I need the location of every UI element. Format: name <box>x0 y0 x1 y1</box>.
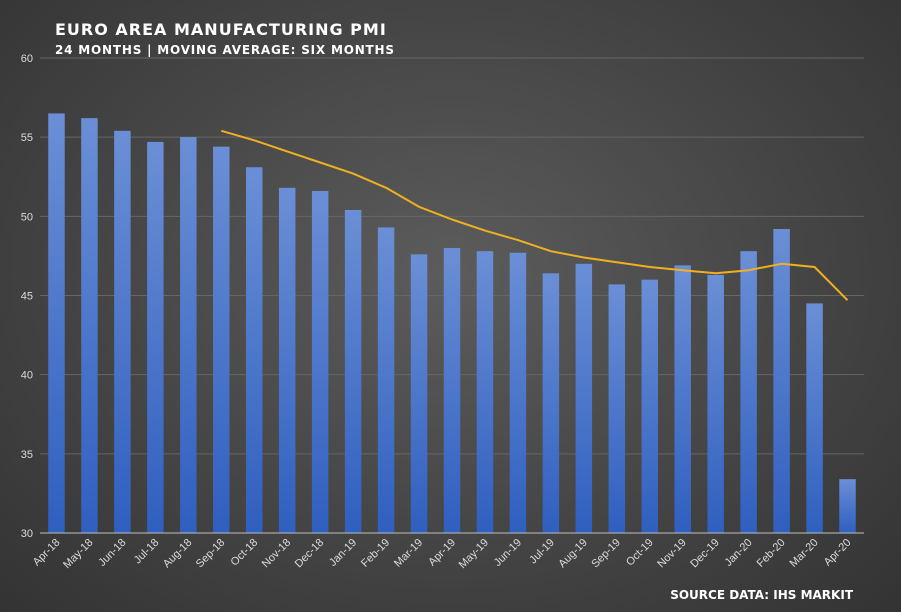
y-tick-label: 60 <box>21 53 33 65</box>
bar <box>773 229 790 533</box>
moving-average-line <box>221 129 849 301</box>
x-tick-label: Dec-18 <box>293 537 327 571</box>
x-tick-label: Apr-18 <box>31 537 63 569</box>
bar <box>311 191 329 533</box>
y-tick-label: 50 <box>21 211 33 223</box>
moving-average-series <box>221 129 849 301</box>
bar <box>839 479 856 533</box>
bar <box>608 284 626 533</box>
bar <box>180 137 197 533</box>
chart-title: EURO AREA MANUFACTURING PMI <box>55 20 387 39</box>
bar <box>641 279 658 533</box>
bar <box>114 130 131 534</box>
x-tick-label: Feb-20 <box>755 537 788 570</box>
x-tick-label: Jan-19 <box>327 537 359 569</box>
x-tick-label: Mar-20 <box>788 537 821 570</box>
bar <box>278 187 296 534</box>
y-tick-label: 45 <box>21 291 33 303</box>
bar <box>213 146 230 533</box>
y-tick-label: 30 <box>21 528 33 540</box>
bar <box>344 210 362 533</box>
x-tick-label: Jun-18 <box>96 537 128 569</box>
y-tick-label: 40 <box>21 370 33 382</box>
bar <box>410 254 428 534</box>
x-tick-label: Aug-18 <box>161 537 195 571</box>
bar <box>476 251 494 533</box>
x-tick-label: May-19 <box>457 537 491 571</box>
source-note: SOURCE DATA: IHS MARKIT <box>670 588 853 602</box>
x-tick-label: Jul-19 <box>527 537 557 567</box>
x-tick-label: May-18 <box>61 537 95 571</box>
x-tick-label: Jan-20 <box>722 537 754 569</box>
bar <box>542 273 560 533</box>
x-tick-label: Mar-19 <box>392 537 425 570</box>
x-tick-label: Sep-18 <box>194 537 228 571</box>
bar <box>707 274 724 533</box>
x-tick-label: Nov-19 <box>655 537 689 571</box>
x-tick-label: Jul-18 <box>132 537 162 567</box>
x-tick-label: Apr-20 <box>822 537 854 569</box>
x-tick-label: Oct-19 <box>624 537 656 569</box>
chart-subtitle: 24 MONTHS | MOVING AVERAGE: SIX MONTHS <box>55 43 395 57</box>
bars <box>48 113 856 534</box>
bar <box>575 263 593 533</box>
y-tick-label: 55 <box>21 132 33 144</box>
x-tick-label: Nov-18 <box>260 537 294 571</box>
y-tick-label: 35 <box>21 449 33 461</box>
x-tick-label: Feb-19 <box>359 537 392 570</box>
bar <box>443 248 461 533</box>
bar <box>48 113 65 534</box>
bar <box>806 303 823 533</box>
x-tick-label: Apr-19 <box>426 537 458 569</box>
x-tick-label: Dec-19 <box>688 537 722 571</box>
bar <box>377 227 395 533</box>
bar <box>674 265 691 533</box>
bar <box>147 141 164 533</box>
x-tick-label: Jun-19 <box>492 537 524 569</box>
x-tick-label: Aug-19 <box>556 537 590 571</box>
bar <box>740 251 757 533</box>
bar <box>246 167 263 533</box>
bar <box>509 252 527 533</box>
x-tick-label: Oct-18 <box>229 537 261 569</box>
bar <box>81 118 98 534</box>
x-tick-label: Sep-19 <box>589 537 623 571</box>
